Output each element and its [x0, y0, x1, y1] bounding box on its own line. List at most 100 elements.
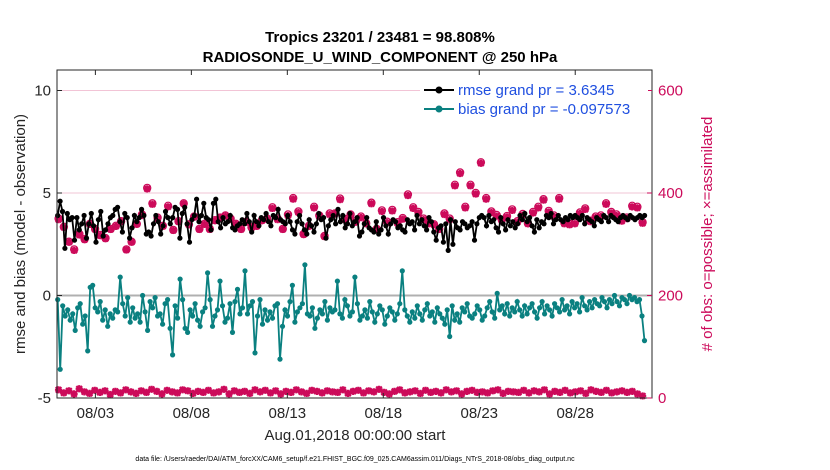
- point-rmse: [510, 219, 516, 225]
- point-obs_low: [173, 389, 182, 397]
- point-rmse: [426, 215, 432, 221]
- point-bias: [237, 311, 243, 317]
- point-bias: [542, 311, 548, 317]
- point-rmse: [292, 231, 298, 237]
- point-bias: [412, 315, 418, 321]
- point-bias: [507, 313, 513, 319]
- point-bias: [277, 356, 283, 362]
- point-bias: [604, 305, 610, 311]
- point-bias: [601, 299, 608, 305]
- point-rmse: [95, 217, 101, 223]
- point-bias: [424, 301, 430, 307]
- point-obs_low: [478, 388, 486, 396]
- point-rmse: [244, 210, 250, 217]
- point-obs_low: [153, 387, 161, 395]
- point-obs_assimilated: [164, 203, 172, 211]
- point-bias: [534, 315, 540, 321]
- point-bias: [636, 297, 643, 303]
- point-bias: [269, 315, 276, 321]
- point-bias: [222, 319, 228, 325]
- point-rmse: [239, 217, 245, 223]
- point-bias: [454, 311, 460, 317]
- point-rmse: [452, 219, 458, 225]
- point-bias: [512, 309, 518, 315]
- point-bias: [621, 297, 628, 303]
- point-obs_assimilated: [91, 225, 99, 233]
- point-bias: [234, 286, 241, 292]
- point-bias: [217, 278, 223, 284]
- point-obs_assimilated: [477, 159, 485, 167]
- legend-box: [420, 76, 648, 118]
- point-obs_assimilated: [456, 169, 464, 178]
- point-obs_assimilated: [545, 208, 553, 216]
- point-rmse: [194, 196, 200, 202]
- point-obs_low: [132, 389, 140, 397]
- point-bias: [432, 319, 438, 325]
- point-bias: [367, 299, 373, 305]
- point-rmse: [340, 212, 346, 219]
- point-obs_low: [556, 388, 564, 396]
- point-bias: [474, 303, 480, 309]
- point-rmse: [218, 225, 224, 231]
- point-rmse: [93, 239, 99, 245]
- point-obs_low: [75, 385, 83, 393]
- point-rmse: [160, 223, 166, 229]
- point-obs_assimilated: [503, 213, 511, 221]
- point-rmse: [127, 235, 133, 241]
- point-bias: [592, 297, 598, 303]
- point-bias: [532, 309, 538, 315]
- point-bias: [631, 295, 638, 301]
- point-rmse: [306, 217, 312, 223]
- point-obs_low: [633, 390, 642, 398]
- y-tick-label: 10: [34, 83, 51, 100]
- point-obs_low: [215, 388, 223, 396]
- point-obs_low: [251, 386, 259, 394]
- point-obs_assimilated: [326, 210, 334, 219]
- point-rmse: [388, 221, 394, 227]
- point-rmse: [232, 227, 238, 233]
- point-rmse: [582, 221, 588, 227]
- point-obs_assimilated: [539, 196, 548, 204]
- point-rmse: [416, 221, 422, 227]
- point-bias: [472, 311, 478, 317]
- point-bias: [214, 307, 221, 313]
- point-bias: [484, 305, 490, 311]
- point-bias: [165, 297, 171, 303]
- point-bias: [294, 309, 300, 315]
- point-bias: [577, 309, 583, 315]
- point-bias: [224, 315, 231, 321]
- point-bias: [162, 301, 168, 307]
- point-obs_low: [179, 386, 187, 394]
- point-rmse: [373, 219, 379, 225]
- point-obs_low: [142, 388, 151, 396]
- point-bias: [62, 313, 68, 319]
- point-rmse: [115, 204, 121, 210]
- point-obs_low: [587, 386, 595, 394]
- point-bias: [212, 313, 218, 319]
- point-rmse: [457, 227, 463, 233]
- point-bias: [279, 323, 286, 329]
- point-rmse: [105, 221, 111, 227]
- point-bias: [462, 309, 468, 315]
- point-obs_low: [639, 392, 647, 400]
- point-bias: [107, 311, 113, 317]
- point-rmse: [249, 229, 255, 235]
- point-obs_assimilated: [425, 220, 433, 228]
- point-rmse: [213, 196, 219, 202]
- point-obs_low: [623, 388, 631, 396]
- point-obs_low: [437, 389, 445, 397]
- point-rmse: [361, 221, 367, 227]
- point-rmse: [577, 217, 583, 223]
- point-obs_low: [597, 388, 605, 396]
- point-rmse: [162, 208, 169, 215]
- point-obs_low: [308, 386, 316, 394]
- point-rmse: [606, 219, 612, 225]
- point-bias: [152, 295, 158, 301]
- point-rmse: [385, 231, 391, 237]
- point-bias: [394, 311, 400, 317]
- point-rmse: [57, 198, 63, 204]
- point-bias: [387, 305, 393, 311]
- point-obs_assimilated: [565, 221, 574, 229]
- point-bias: [257, 297, 263, 303]
- point-obs_low: [576, 387, 585, 395]
